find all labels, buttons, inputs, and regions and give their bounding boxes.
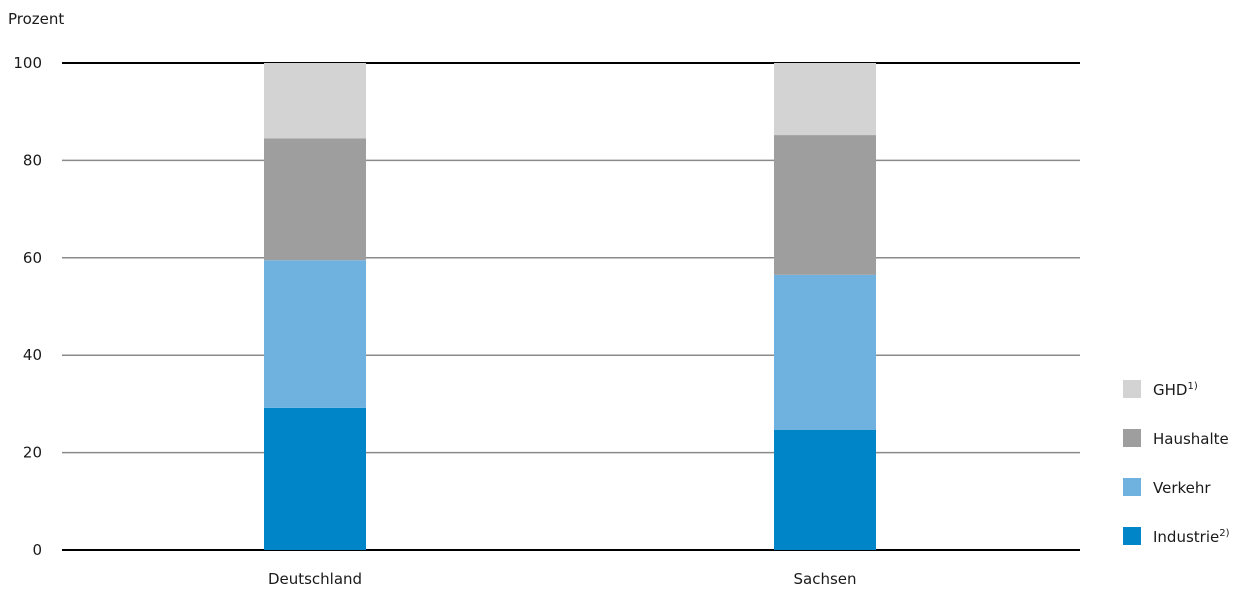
legend-item: Industrie2) (1123, 527, 1230, 546)
y-tick-label: 60 (23, 249, 42, 267)
bar-segment (774, 135, 876, 275)
bar-segment (264, 63, 366, 139)
bar-segment (264, 260, 366, 408)
legend-item: Haushalte (1123, 429, 1229, 448)
legend-swatch (1123, 478, 1141, 496)
legend-item: GHD1) (1123, 380, 1198, 399)
bar-segment (774, 63, 876, 136)
legend-label: Verkehr (1153, 479, 1211, 497)
y-tick-label: 80 (23, 151, 42, 169)
legend-swatch (1123, 429, 1141, 447)
legend-label: GHD1) (1153, 381, 1198, 399)
legend-swatch (1123, 527, 1141, 545)
legend-label: Industrie2) (1153, 528, 1230, 546)
x-tick-label: Sachsen (793, 570, 856, 588)
legend-item: Verkehr (1123, 478, 1211, 497)
bar-segment (264, 407, 366, 550)
x-tick-labels: Deutschland Sachsen (268, 570, 857, 588)
y-tick-label: 40 (23, 346, 42, 364)
legend-label: Haushalte (1153, 430, 1229, 448)
legend-swatch (1123, 380, 1141, 398)
x-tick-label: Deutschland (268, 570, 362, 588)
y-tick-labels: 0 20 40 60 80 100 (13, 54, 42, 559)
y-tick-label: 100 (13, 54, 42, 72)
bar-segment (774, 429, 876, 550)
legend: GHD1) Haushalte Verkehr Industrie2) (1123, 380, 1230, 546)
y-tick-label: 0 (32, 541, 42, 559)
y-axis-label: Prozent (8, 10, 64, 28)
bars (264, 63, 876, 550)
bar-segment (264, 138, 366, 261)
gridlines (62, 62, 1080, 551)
y-tick-label: 20 (23, 444, 42, 462)
bar-segment (774, 274, 876, 430)
